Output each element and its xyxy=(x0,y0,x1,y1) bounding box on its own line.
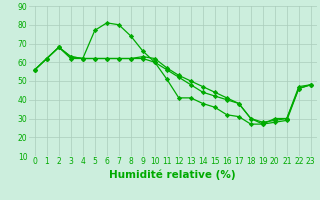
X-axis label: Humidité relative (%): Humidité relative (%) xyxy=(109,169,236,180)
